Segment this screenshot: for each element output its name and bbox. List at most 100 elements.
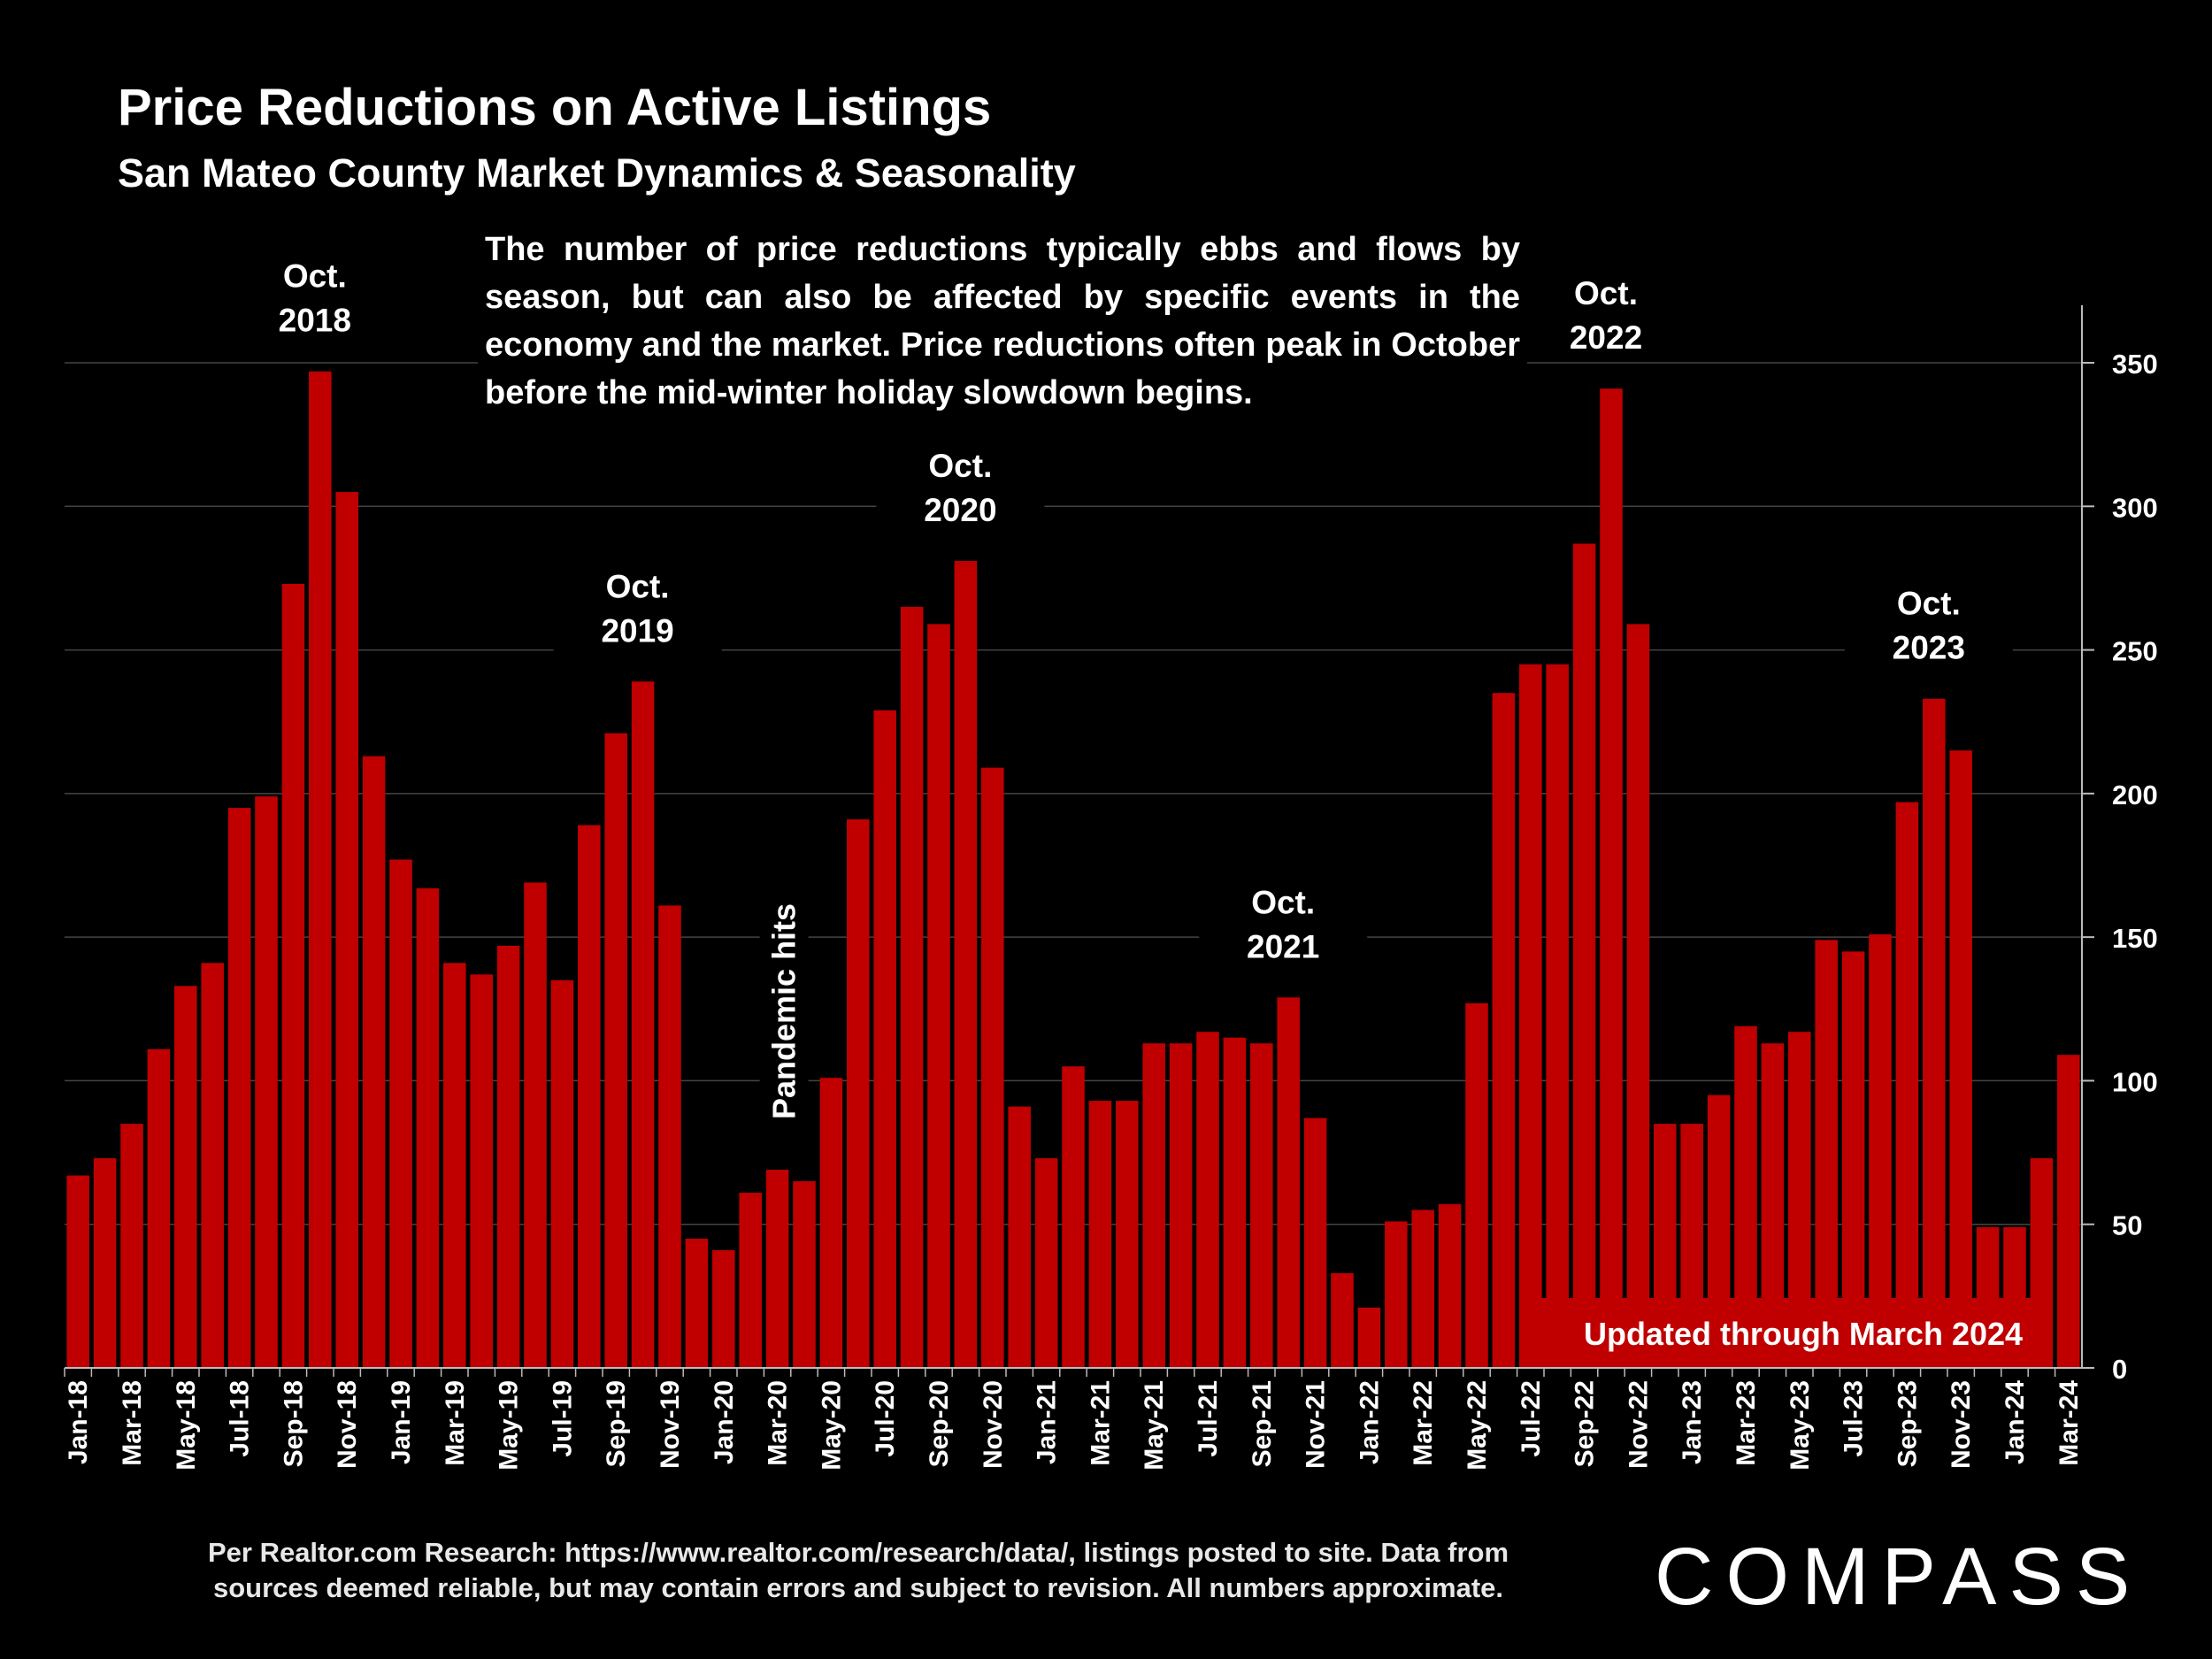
x-tick-label: Jan-22 [1355,1380,1384,1464]
annotation-year: 2023 [1893,630,1965,666]
x-tick-label: Jul-21 [1194,1380,1223,1457]
annotation-year: 2018 [279,303,351,339]
x-tick-label: Nov-19 [656,1380,685,1469]
bar [1196,1032,1219,1368]
bar [1357,1307,1381,1368]
bar [496,945,520,1368]
x-tick-label: Jul-20 [871,1380,900,1457]
bar [1519,664,1542,1368]
x-tick-label: Mar-20 [764,1380,793,1466]
bar [1438,1203,1462,1368]
bar [1600,388,1623,1368]
bar [1815,940,1838,1368]
bar [550,979,574,1368]
annotation-month: Oct. [928,448,992,484]
x-tick-label: Sep-21 [1248,1380,1277,1467]
x-tick-label: Jul-22 [1517,1380,1546,1457]
annotation-month: Oct. [1897,586,1961,622]
x-tick-label: May-20 [817,1380,846,1471]
x-tick-label: Nov-18 [333,1380,362,1469]
annotation-backdrop [1844,580,2013,670]
y-tick-label: 250 [2112,636,2158,667]
bar [1895,802,1919,1368]
bar [1169,1043,1193,1368]
x-tick-label: May-19 [495,1380,524,1471]
bar [1277,997,1300,1368]
x-tick-label: Nov-20 [979,1380,1008,1469]
bar [1142,1043,1165,1368]
x-tick-label: Sep-18 [279,1380,308,1467]
x-tick-label: Jan-21 [1033,1380,1062,1464]
footnote-line-2: sources deemed reliable, but may contain… [213,1572,1503,1603]
x-tick-label: Jul-19 [548,1380,577,1457]
bar [954,560,978,1368]
bar [1303,1118,1327,1368]
bar [1008,1106,1031,1368]
y-tick-label: 50 [2112,1210,2142,1241]
bar [1869,933,1892,1368]
annotation-month: Oct. [606,568,670,604]
bar [1223,1037,1247,1368]
bar [712,1249,735,1368]
annotation-backdrop [1199,879,1368,969]
x-tick-label: Mar-22 [1409,1380,1438,1466]
y-tick-label: 0 [2112,1354,2127,1385]
bar [1116,1101,1139,1368]
y-tick-label: 300 [2112,492,2158,523]
bar [1572,543,1596,1368]
bar [900,606,924,1368]
bar [847,819,870,1368]
pandemic-annotation: Pandemic hits [766,903,803,1119]
bar [227,808,251,1368]
x-tick-label: Jan-19 [387,1380,416,1464]
bars [66,371,2080,1368]
bar [1626,624,1650,1368]
bar [147,1048,171,1368]
annotation-month: Oct. [283,258,347,295]
annotation-backdrop [1522,271,1690,360]
bar [443,963,466,1368]
compass-logo: COMPASS [1655,1532,2143,1622]
annotation-year: 2020 [924,492,996,528]
bar [873,710,896,1368]
bar [120,1124,143,1368]
bar [1492,693,1516,1368]
x-tick-label: Jan-20 [710,1380,739,1464]
bar [1331,1272,1354,1368]
x-tick-label: Jul-18 [226,1380,255,1457]
x-tick-label: Sep-20 [925,1380,954,1467]
annotation-year: 2019 [601,612,673,649]
x-tick-label: Sep-23 [1893,1380,1922,1467]
bar [335,492,358,1368]
bar [2057,1055,2080,1368]
bar [524,882,547,1368]
bar [255,796,278,1368]
footnote-line-1: Per Realtor.com Research: https://www.re… [207,1537,1509,1568]
y-tick-label: 350 [2112,349,2158,380]
annotation-backdrop [553,564,722,653]
annotation-backdrop [230,253,399,342]
axes [64,305,2094,1377]
y-tick-label: 150 [2112,923,2158,954]
updated-label-box [1540,1298,2039,1367]
x-tick-label: Nov-21 [1302,1380,1331,1469]
x-tick-labels: Jan-18 Mar-18 May-18 Jul-18 Sep-18 Nov-18 Jan-… [64,1380,2084,1471]
bar [1411,1210,1434,1368]
x-tick-label: Sep-19 [602,1380,631,1467]
bar [1250,1043,1273,1368]
bar [1923,698,1946,1368]
bar [685,1238,709,1368]
annotation-backdrop [876,442,1045,532]
x-tick-label: May-23 [1786,1380,1815,1471]
source-footnote: Per Realtor.com Research: https://www.re… [142,1535,1575,1606]
x-tick-label: Mar-23 [1732,1380,1761,1466]
updated-label: Updated through March 2024 [1584,1316,2023,1352]
x-tick-label: Jul-23 [1839,1380,1869,1457]
x-tick-label: Nov-23 [1947,1380,1976,1469]
bar [281,583,305,1368]
x-tick-label: Nov-22 [1624,1380,1653,1469]
bar [362,756,386,1368]
x-tick-label: May-21 [1140,1380,1169,1471]
annotation-month: Oct. [1251,884,1315,920]
bar [201,963,224,1368]
